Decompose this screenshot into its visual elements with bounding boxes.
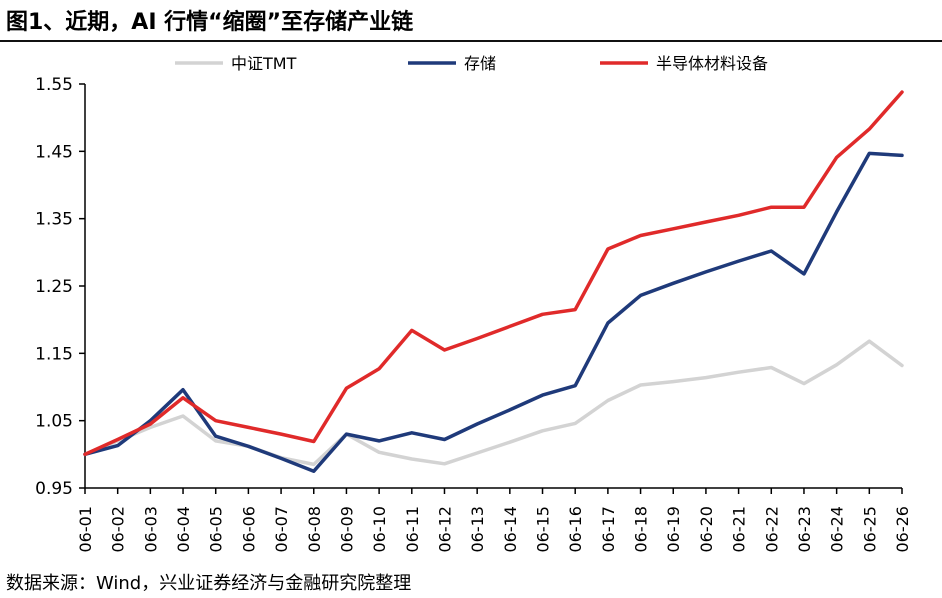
x-tick-label: 06-23 — [795, 506, 814, 553]
y-tick-label: 0.95 — [35, 479, 73, 499]
y-tick-label: 1.35 — [35, 210, 73, 230]
x-tick-label: 06-20 — [697, 506, 716, 553]
x-tick-label: 06-26 — [893, 506, 912, 553]
chart-legend: 中证TMT 存储 半导体材料设备 — [175, 54, 768, 73]
x-tick-label: 06-05 — [207, 506, 226, 553]
y-axis: 0.95 1.05 1.15 1.25 1.35 1.45 1.55 — [35, 75, 86, 499]
x-tick-label: 06-19 — [664, 506, 683, 553]
x-tick-label: 06-17 — [599, 506, 618, 553]
legend-label: 半导体材料设备 — [656, 54, 768, 73]
chart-title: 图1、近期，AI 行情“缩圈”至存储产业链 — [6, 10, 414, 35]
legend-label: 中证TMT — [231, 54, 297, 73]
x-tick-label: 06-16 — [566, 506, 585, 553]
x-tick-label: 06-24 — [828, 506, 847, 553]
x-tick-label: 06-25 — [860, 506, 879, 553]
series-line-1 — [83, 339, 904, 467]
x-tick-label: 06-06 — [239, 506, 258, 553]
x-tick-label: 06-04 — [174, 506, 193, 553]
y-tick-label: 1.25 — [35, 277, 73, 297]
title-divider — [0, 40, 942, 42]
x-tick-label: 06-12 — [435, 506, 454, 553]
x-tick-label: 06-02 — [109, 506, 128, 553]
x-tick-label: 06-21 — [730, 506, 749, 553]
series-group — [83, 90, 904, 473]
x-tick-label: 06-14 — [501, 506, 520, 553]
x-tick-label: 06-03 — [141, 506, 160, 553]
x-tick-label: 06-10 — [370, 506, 389, 553]
x-tick-label: 06-07 — [272, 506, 291, 553]
x-tick-label: 06-08 — [305, 506, 324, 553]
y-tick-label: 1.15 — [35, 344, 73, 364]
x-axis: 06-01 06-02 06-03 06-04 06-05 06-06 06-07 06-08… — [76, 487, 912, 553]
x-tick-label: 06-11 — [403, 506, 422, 553]
series-line-2 — [83, 151, 904, 473]
x-tick-label: 06-18 — [632, 506, 651, 553]
x-tick-label: 06-09 — [337, 506, 356, 553]
x-tick-label: 06-22 — [762, 506, 781, 553]
source-note: 数据来源：Wind，兴业证券经济与金融研究院整理 — [6, 573, 412, 594]
series-line-3 — [83, 90, 904, 457]
x-tick-label: 06-01 — [76, 506, 95, 553]
y-tick-label: 1.45 — [35, 142, 73, 162]
x-tick-label: 06-13 — [468, 506, 487, 552]
y-tick-label: 1.05 — [35, 412, 73, 432]
legend-label: 存储 — [464, 54, 496, 73]
y-tick-label: 1.55 — [35, 75, 73, 95]
x-tick-label: 06-15 — [534, 506, 553, 553]
